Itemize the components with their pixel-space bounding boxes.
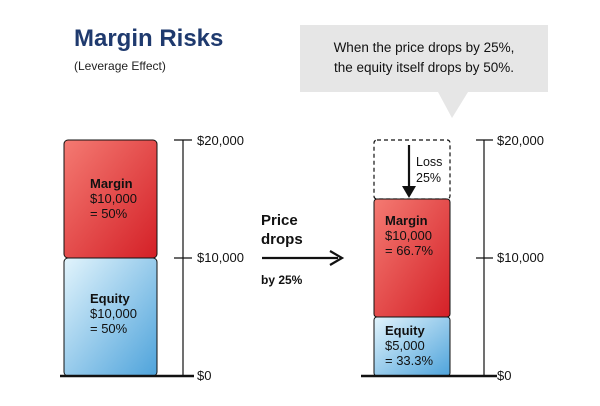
- right-axis-label-0: $0: [497, 368, 511, 383]
- callout-bubble: When the price drops by 25%, the equity …: [300, 25, 548, 118]
- arrow-text-drops: drops: [261, 231, 303, 248]
- after-loss-label: Loss: [416, 155, 442, 169]
- after-bar: Loss 25% Margin $10,000 = 66.7% Equity $…: [374, 140, 450, 376]
- after-margin-amount: $10,000: [385, 228, 432, 243]
- right-axis-label-10000: $10,000: [497, 250, 544, 265]
- page-title: Margin Risks: [74, 25, 223, 52]
- before-margin-amount: $10,000: [90, 191, 137, 206]
- before-margin-label: Margin: [90, 176, 133, 191]
- after-equity-amount: $5,000: [385, 338, 425, 353]
- after-loss-pct: 25%: [416, 171, 441, 185]
- page-subtitle: (Leverage Effect): [74, 59, 166, 73]
- after-equity-label: Equity: [385, 323, 425, 338]
- after-margin-pct: = 66.7%: [385, 243, 434, 258]
- price-drop-arrow: Price drops by 25%: [261, 212, 342, 287]
- right-axis: $20,000 $10,000 $0: [476, 133, 544, 383]
- left-axis-label-10000: $10,000: [197, 250, 244, 265]
- arrow-down-icon: [402, 186, 416, 198]
- before-bar: Margin $10,000 = 50% Equity $10,000 = 50…: [64, 140, 157, 376]
- right-axis-label-20000: $20,000: [497, 133, 544, 148]
- left-axis: $20,000 $10,000 $0: [174, 133, 244, 383]
- left-axis-label-0: $0: [197, 368, 211, 383]
- callout-line-2: the equity itself drops by 50%.: [334, 60, 514, 75]
- before-equity-amount: $10,000: [90, 306, 137, 321]
- after-equity-pct: = 33.3%: [385, 353, 434, 368]
- callout-line-1: When the price drops by 25%,: [334, 40, 515, 55]
- margin-risk-diagram: Margin Risks (Leverage Effect) When the …: [0, 0, 600, 406]
- before-equity-label: Equity: [90, 291, 130, 306]
- after-margin-label: Margin: [385, 213, 428, 228]
- left-axis-label-20000: $20,000: [197, 133, 244, 148]
- arrow-text-price: Price: [261, 212, 298, 229]
- before-margin-pct: = 50%: [90, 206, 128, 221]
- arrow-text-by: by 25%: [261, 273, 303, 287]
- before-equity-pct: = 50%: [90, 321, 128, 336]
